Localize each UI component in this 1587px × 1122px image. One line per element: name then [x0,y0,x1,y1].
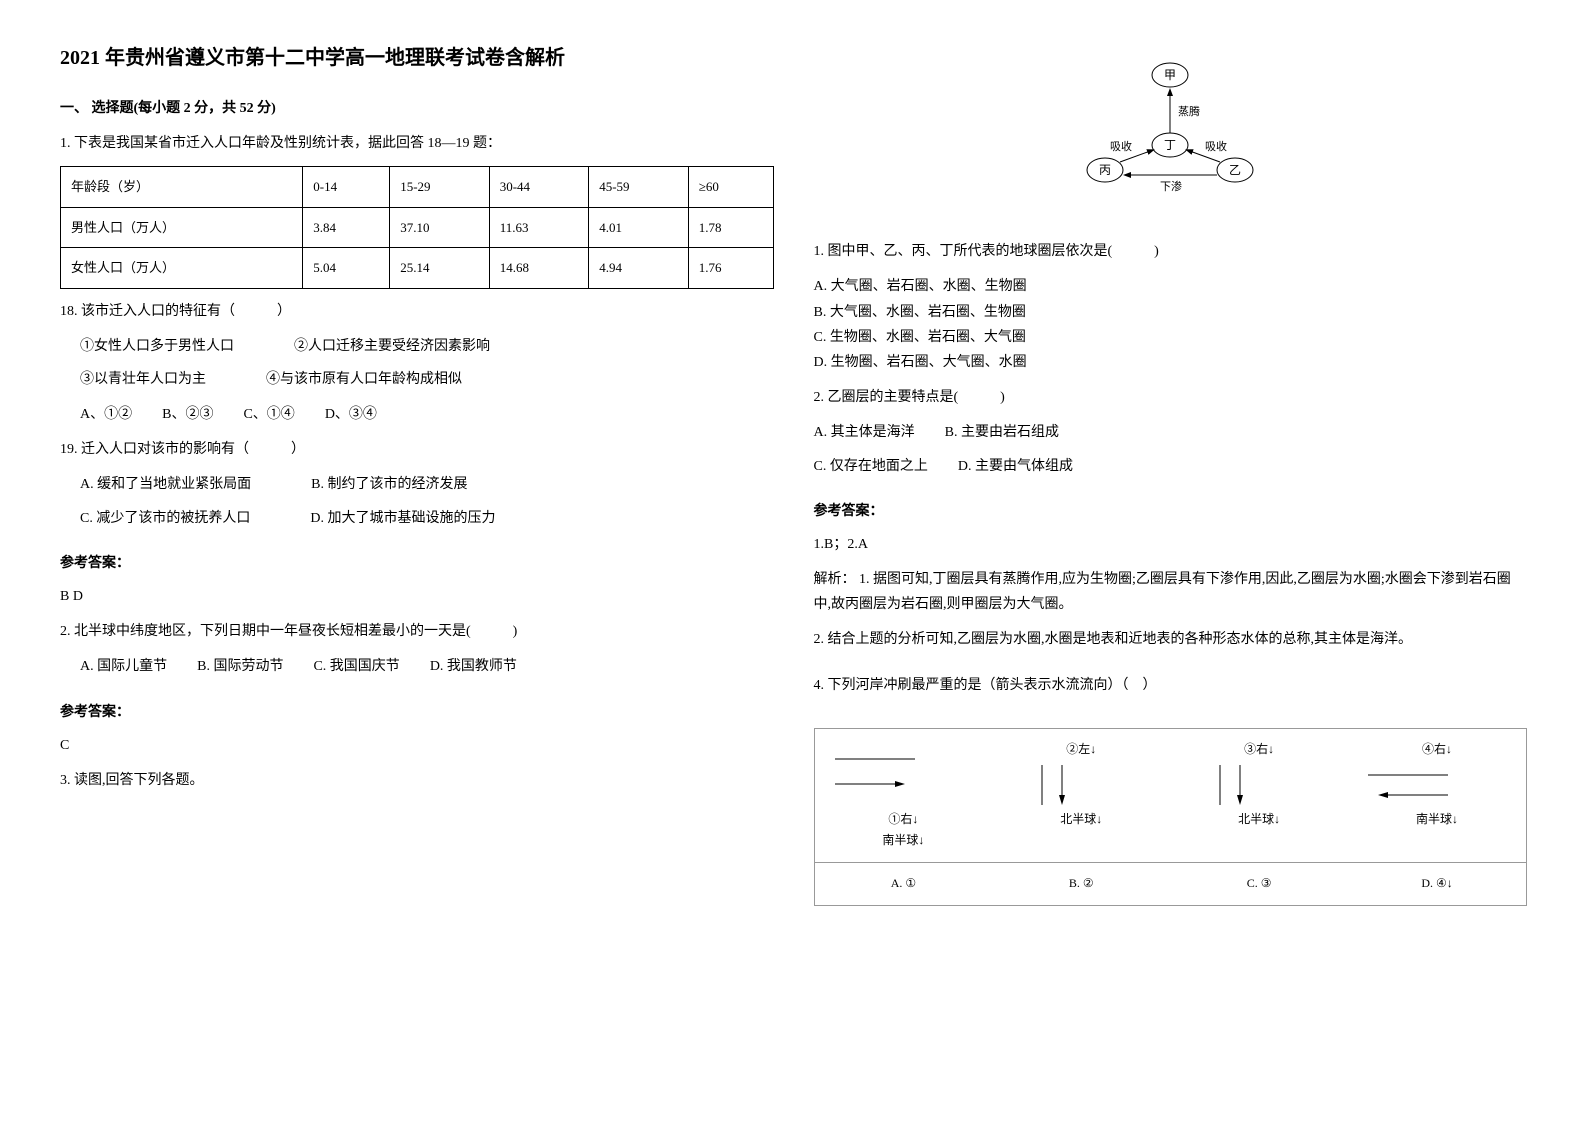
q2-text: 2. 北半球中纬度地区，下列日期中一年昼夜长短相差最小的一天是( ) [60,619,774,644]
q4-cell-2: ②左↓ 北半球↓ [992,729,1170,862]
table-cell: 37.10 [390,207,490,247]
q18-optB: B、②③ [162,402,213,427]
label-bing: 丙 [1099,163,1111,177]
table-header-row: 年龄段（岁） 0-14 15-29 30-44 45-59 ≥60 [61,167,774,207]
analysis-1: 1. 据图可知,丁圈层具有蒸腾作用,应为生物圈;乙圈层具有下渗作用,因此,乙圈层… [814,572,1511,612]
q19-optB: B. 制约了该市的经济发展 [311,472,467,497]
q19-optD: D. 加大了城市基础设施的压力 [310,506,495,531]
q2-optD: D. 我国教师节 [430,654,517,679]
population-table: 年龄段（岁） 0-14 15-29 30-44 45-59 ≥60 男性人口（万… [60,166,774,288]
q18-sub3: ③以青壮年人口为主 [80,367,206,392]
q19-text: 19. 迁入人口对该市的影响有（ ） [60,437,774,462]
q4-diagram-box: ①右↓ 南半球↓ ②左↓ 北半球↓ ③右↓ [814,728,1528,906]
q18-options: A、①② B、②③ C、①④ D、③④ [80,402,774,427]
table-cell: 0-14 [303,167,390,207]
q3-2-optA: A. 其主体是海洋 [814,420,915,445]
table-cell: 45-59 [589,167,689,207]
q3-1-optC: C. 生物圈、水圈、岩石圈、大气圈 [814,325,1528,350]
q4-label-2a: ②左↓ [1002,739,1160,761]
q19-optC: C. 减少了该市的被抚养人口 [80,506,250,531]
table-row: 女性人口（万人） 5.04 25.14 14.68 4.94 1.76 [61,248,774,288]
analysis-label: 解析： [814,572,856,587]
table-cell: 4.01 [589,207,689,247]
table-cell: 男性人口（万人） [61,207,303,247]
q4-cell-3: ③右↓ 北半球↓ [1170,729,1348,862]
q2-options: A. 国际儿童节 B. 国际劳动节 C. 我国国庆节 D. 我国教师节 [80,654,774,679]
table-cell: 年龄段（岁） [61,167,303,207]
q4-label-4a: ④右↓ [1358,739,1516,761]
section-1-header: 一、 选择题(每小题 2 分，共 52 分) [60,96,774,121]
q2-optB: B. 国际劳动节 [197,654,283,679]
q4-label-1a: ①右↓ [825,809,983,831]
q18-sub4: ④与该市原有人口年龄构成相似 [266,367,462,392]
q19-optA: A. 缓和了当地就业紧张局面 [80,472,251,497]
q18-optA: A、①② [80,402,132,427]
q18-optC: C、①④ [243,402,294,427]
q4-cell-1: ①右↓ 南半球↓ [815,729,993,862]
q3-2-optD: D. 主要由气体组成 [958,454,1073,479]
q3-2-optB: B. 主要由岩石组成 [945,420,1059,445]
q4-label-1b: 南半球↓ [825,830,983,852]
q4-optD: D. ④↓ [1348,863,1526,905]
earth-spheres-diagram: 甲 丁 丙 乙 蒸腾 吸收 吸收 下渗 [814,50,1528,219]
answer-label-2: 参考答案： [60,700,774,725]
q18-subs: ①女性人口多于男性人口 ②人口迁移主要受经济因素影响 ③以青壮年人口为主 ④与该… [80,334,774,392]
q1-answer: B D [60,584,774,609]
table-cell: 14.68 [489,248,589,288]
table-row: 男性人口（万人） 3.84 37.10 11.63 4.01 1.78 [61,207,774,247]
q19-options: A. 缓和了当地就业紧张局面 B. 制约了该市的经济发展 C. 减少了该市的被抚… [80,472,774,530]
q2-answer: C [60,733,774,758]
q3-answer: 1.B；2.A [814,532,1528,557]
table-cell: 11.63 [489,207,589,247]
left-column: 2021 年贵州省遵义市第十二中学高一地理联考试卷含解析 一、 选择题(每小题 … [40,40,794,906]
right-column: 甲 丁 丙 乙 蒸腾 吸收 吸收 下渗 1. 图中甲、乙、丙、丁所代表的地球圈层… [794,40,1548,906]
q4-label-3a: ③右↓ [1180,739,1338,761]
label-xishou-l: 吸收 [1110,139,1132,153]
q3-1-optD: D. 生物圈、岩石圈、大气圈、水圈 [814,350,1528,375]
label-yi: 乙 [1229,163,1241,177]
label-xishou-r: 吸收 [1205,139,1227,153]
table-cell: 4.94 [589,248,689,288]
label-ding: 丁 [1164,138,1176,152]
label-xiashen: 下渗 [1160,179,1182,193]
table-cell: 1.78 [688,207,773,247]
exam-title: 2021 年贵州省遵义市第十二中学高一地理联考试卷含解析 [60,40,774,76]
q18-sub1: ①女性人口多于男性人口 [80,334,234,359]
label-jia: 甲 [1164,68,1176,82]
q3-1-optB: B. 大气圈、水圈、岩石圈、生物圈 [814,300,1528,325]
q4-cell-4: ④右↓ 南半球↓ [1348,729,1526,862]
q2-optC: C. 我国国庆节 [313,654,399,679]
q4-optA: A. ① [815,863,993,905]
answer-label-3: 参考答案： [814,499,1528,524]
label-zhengteng: 蒸腾 [1178,104,1200,118]
q3-2-optC: C. 仅存在地面之上 [814,454,928,479]
table-cell: ≥60 [688,167,773,207]
analysis-2: 2. 结合上题的分析可知,乙圈层为水圈,水圈是地表和近地表的各种形态水体的总称,… [814,627,1528,652]
q3-2-text: 2. 乙圈层的主要特点是( ) [814,385,1528,410]
q4-optB: B. ② [992,863,1170,905]
q3-intro: 3. 读图,回答下列各题。 [60,768,774,793]
q1-intro: 1. 下表是我国某省市迁入人口年龄及性别统计表，据此回答 18—19 题： [60,131,774,156]
q2-optA: A. 国际儿童节 [80,654,167,679]
q18-sub2: ②人口迁移主要受经济因素影响 [294,334,490,359]
table-cell: 5.04 [303,248,390,288]
q4-text: 4. 下列河岸冲刷最严重的是（箭头表示水流流向）（ ） [814,673,1528,698]
q3-1-text: 1. 图中甲、乙、丙、丁所代表的地球圈层依次是( ) [814,239,1528,264]
q4-optC: C. ③ [1170,863,1348,905]
q18-text: 18. 该市迁入人口的特征有（ ） [60,299,774,324]
q3-1-optA: A. 大气圈、岩石圈、水圈、生物圈 [814,274,1528,299]
table-cell: 1.76 [688,248,773,288]
q18-optD: D、③④ [325,402,377,427]
table-cell: 女性人口（万人） [61,248,303,288]
diagram-svg: 甲 丁 丙 乙 蒸腾 吸收 吸收 下渗 [1060,50,1280,210]
table-cell: 3.84 [303,207,390,247]
q3-analysis: 解析： 1. 据图可知,丁圈层具有蒸腾作用,应为生物圈;乙圈层具有下渗作用,因此… [814,567,1528,617]
answer-label-1: 参考答案： [60,551,774,576]
table-cell: 25.14 [390,248,490,288]
table-cell: 15-29 [390,167,490,207]
table-cell: 30-44 [489,167,589,207]
